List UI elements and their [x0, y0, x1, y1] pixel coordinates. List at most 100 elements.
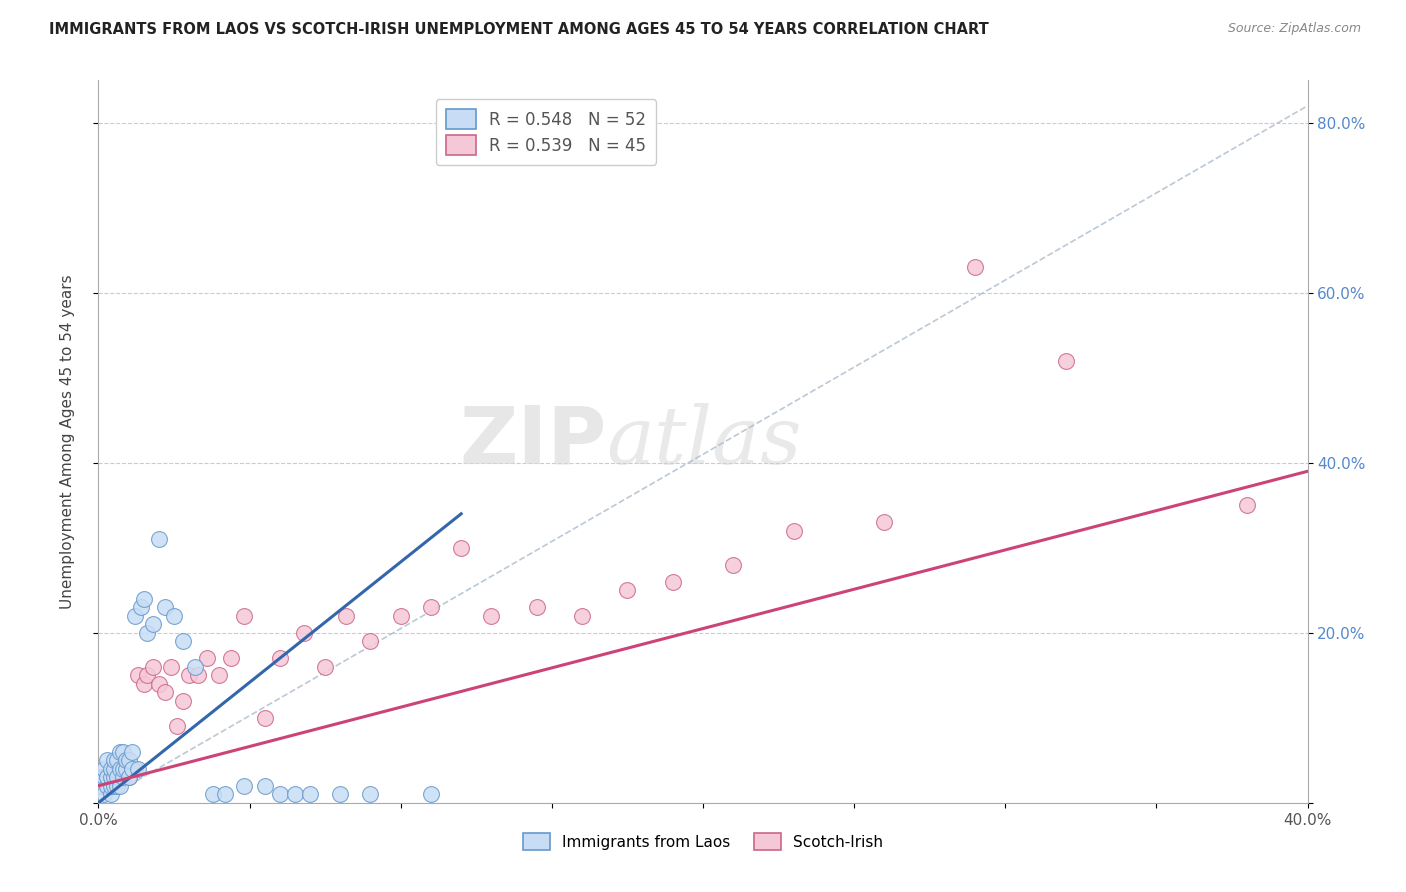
Point: [118, 770, 141, 784]
Point: [153, 600, 176, 615]
Point: [723, 558, 745, 572]
Point: [93, 770, 115, 784]
Point: [111, 745, 134, 759]
Point: [124, 762, 146, 776]
Point: [103, 762, 125, 776]
Point: [103, 770, 125, 784]
Point: [335, 608, 357, 623]
Point: [111, 770, 134, 784]
Point: [100, 787, 122, 801]
Point: [965, 260, 987, 275]
Text: atlas: atlas: [606, 403, 801, 480]
Point: [1236, 498, 1258, 512]
Point: [329, 787, 352, 801]
Point: [873, 516, 896, 530]
Point: [232, 608, 254, 623]
Point: [253, 711, 276, 725]
Point: [269, 651, 291, 665]
Point: [111, 753, 134, 767]
Point: [129, 600, 152, 615]
Point: [148, 677, 170, 691]
Point: [616, 583, 638, 598]
Point: [195, 651, 218, 665]
Point: [127, 668, 149, 682]
Point: [360, 634, 382, 648]
Point: [127, 762, 149, 776]
Point: [160, 660, 183, 674]
Point: [661, 574, 683, 589]
Point: [184, 660, 207, 674]
Point: [221, 651, 243, 665]
Point: [571, 608, 593, 623]
Point: [100, 779, 122, 793]
Point: [96, 753, 118, 767]
Point: [132, 591, 155, 606]
Point: [96, 779, 118, 793]
Point: [93, 787, 115, 801]
Point: [132, 677, 155, 691]
Point: [93, 762, 115, 776]
Point: [135, 625, 157, 640]
Point: [100, 779, 122, 793]
Point: [420, 600, 443, 615]
Point: [121, 762, 143, 776]
Point: [148, 533, 170, 547]
Point: [111, 762, 134, 776]
Point: [1054, 353, 1077, 368]
Point: [121, 745, 143, 759]
Point: [214, 787, 236, 801]
Point: [253, 779, 276, 793]
Point: [163, 608, 186, 623]
Point: [142, 660, 165, 674]
Point: [118, 770, 141, 784]
Point: [208, 668, 231, 682]
Point: [420, 787, 443, 801]
Point: [108, 779, 131, 793]
Point: [783, 524, 806, 538]
Point: [96, 770, 118, 784]
Point: [96, 770, 118, 784]
Text: ZIP: ZIP: [458, 402, 606, 481]
Point: [108, 762, 131, 776]
Point: [526, 600, 548, 615]
Point: [135, 668, 157, 682]
Point: [172, 634, 194, 648]
Point: [93, 779, 115, 793]
Y-axis label: Unemployment Among Ages 45 to 54 years: Unemployment Among Ages 45 to 54 years: [60, 274, 75, 609]
Point: [269, 787, 291, 801]
Point: [118, 753, 141, 767]
Point: [314, 660, 336, 674]
Point: [105, 779, 128, 793]
Point: [166, 719, 188, 733]
Point: [114, 753, 136, 767]
Point: [389, 608, 412, 623]
Point: [284, 787, 307, 801]
Point: [124, 608, 146, 623]
Point: [172, 694, 194, 708]
Legend: Immigrants from Laos, Scotch-Irish: Immigrants from Laos, Scotch-Irish: [516, 827, 890, 856]
Point: [481, 608, 503, 623]
Point: [114, 762, 136, 776]
Point: [292, 625, 315, 640]
Point: [103, 762, 125, 776]
Point: [108, 762, 131, 776]
Point: [232, 779, 254, 793]
Point: [105, 770, 128, 784]
Point: [105, 770, 128, 784]
Point: [153, 685, 176, 699]
Point: [450, 541, 472, 555]
Point: [100, 770, 122, 784]
Point: [90, 770, 112, 784]
Point: [187, 668, 209, 682]
Point: [103, 779, 125, 793]
Point: [90, 779, 112, 793]
Point: [108, 745, 131, 759]
Point: [103, 753, 125, 767]
Text: IMMIGRANTS FROM LAOS VS SCOTCH-IRISH UNEMPLOYMENT AMONG AGES 45 TO 54 YEARS CORR: IMMIGRANTS FROM LAOS VS SCOTCH-IRISH UNE…: [49, 22, 988, 37]
Point: [179, 668, 201, 682]
Point: [299, 787, 322, 801]
Text: Source: ZipAtlas.com: Source: ZipAtlas.com: [1227, 22, 1361, 36]
Point: [105, 753, 128, 767]
Point: [100, 762, 122, 776]
Point: [114, 762, 136, 776]
